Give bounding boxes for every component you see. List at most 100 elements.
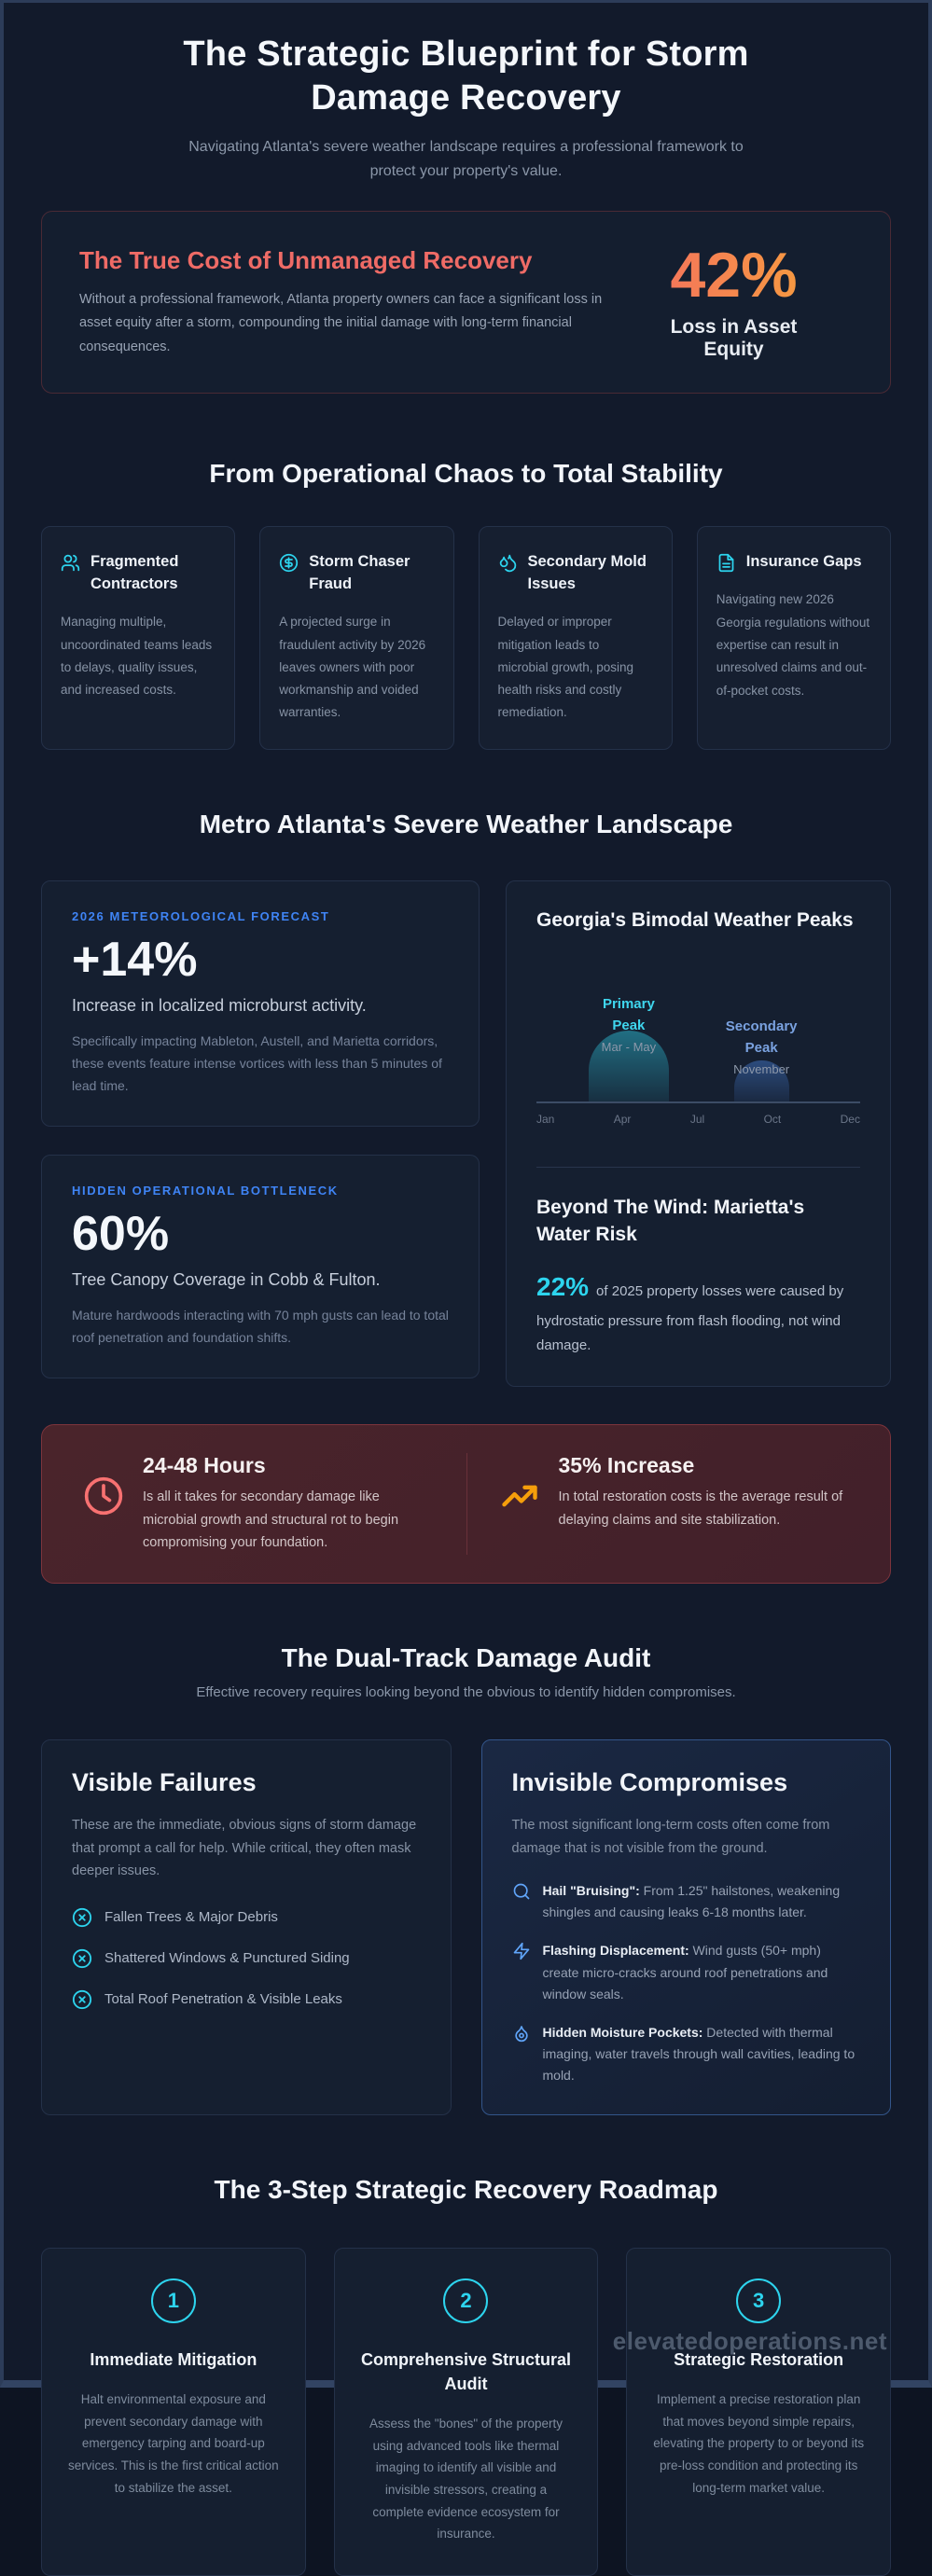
urgency-alert-banner: 24-48 Hours Is all it takes for secondar… [41, 1424, 891, 1584]
list-item: Flashing Displacement: Wind gusts (50+ m… [512, 1940, 861, 2004]
step-title: Comprehensive Structural Audit [360, 2349, 572, 2394]
primary-peak-area [588, 1030, 670, 1101]
bottleneck-desc: Tree Canopy Coverage in Cobb & Fulton. [72, 1270, 381, 1290]
bottleneck-card: HIDDEN OPERATIONAL BOTTLENECK 60% Tree C… [41, 1154, 480, 1378]
audit-grid: Visible Failures These are the immediate… [41, 1738, 891, 2115]
true-cost-body: Without a professional framework, Atlant… [79, 291, 603, 354]
circle-dollar-icon [280, 554, 299, 573]
forecast-card: 2026 METEOROLOGICAL FORECAST +14% Increa… [41, 879, 480, 1127]
clock-icon [84, 1476, 123, 1516]
step-body: Halt environmental exposure and prevent … [68, 2392, 279, 2495]
step-number-badge: 1 [150, 2278, 196, 2323]
forecast-desc: Increase in localized microburst activit… [72, 996, 367, 1016]
weather-heading: Metro Atlanta's Severe Weather Landscape [199, 809, 733, 838]
chaos-card-secondary-mold: Secondary Mold Issues Delayed or imprope… [478, 526, 673, 750]
water-risk-block: Beyond The Wind: Marietta's Water Risk 2… [536, 1194, 860, 1358]
chaos-card-header: Storm Chaser Fraud [279, 551, 434, 596]
chaos-card-title: Storm Chaser Fraud [309, 553, 410, 593]
invisible-item-rest: From 1.25" hailstones, weakening shingle… [542, 1883, 841, 1920]
circle-x-icon [72, 1907, 92, 1927]
weather-left-column: 2026 METEOROLOGICAL FORECAST +14% Increa… [41, 879, 480, 1387]
secondary-peak-label: Secondary Peak November [717, 1017, 805, 1079]
visible-failures-title: Visible Failures [72, 1767, 257, 1796]
infographic-page: The Strategic Blueprint for Storm Damage… [4, 3, 928, 2576]
page-subtitle: Navigating Atlanta's severe weather land… [188, 139, 744, 179]
alert-right-cell: 35% Increase In total restoration costs … [466, 1453, 882, 1555]
secondary-peak-area [733, 1059, 789, 1101]
alert-left-body: Is all it takes for secondary damage lik… [143, 1489, 399, 1551]
circle-x-icon [72, 1948, 92, 1968]
true-cost-card: The True Cost of Unmanaged Recovery With… [41, 211, 891, 395]
step-card-immediate-mitigation: 1 Immediate Mitigation Halt environmenta… [41, 2247, 306, 2576]
chaos-card-storm-chaser-fraud: Storm Chaser Fraud A projected surge in … [259, 526, 454, 750]
list-item: Fallen Trees & Major Debris [72, 1907, 421, 1928]
true-cost-stat: 42% Loss in Asset Equity [639, 243, 853, 361]
primary-peak-line1: Primary [602, 996, 655, 1013]
invisible-item-lead: Flashing Displacement: [542, 1943, 689, 1959]
visible-item-text: Shattered Windows & Punctured Siding [104, 1950, 350, 1967]
step-card-structural-audit: 2 Comprehensive Structural Audit Assess … [333, 2247, 599, 2576]
step-number-badge: 2 [443, 2278, 489, 2323]
visible-item-text: Total Roof Penetration & Visible Leaks [104, 1991, 342, 2008]
visible-failures-intro: These are the immediate, obvious signs o… [72, 1817, 417, 1879]
chart-x-axis: Jan Apr Jul Oct Dec [536, 1113, 860, 1126]
chaos-card-title: Fragmented Contractors [90, 553, 179, 593]
alert-left-text: 24-48 Hours Is all it takes for secondar… [143, 1453, 435, 1555]
circle-x-icon [72, 1989, 92, 2009]
step-body: Assess the "bones" of the property using… [369, 2417, 563, 2541]
chaos-card-body: Managing multiple, uncoordinated teams l… [61, 615, 213, 698]
hero-section: The Strategic Blueprint for Storm Damage… [41, 3, 891, 183]
invisible-item-text: Hidden Moisture Pockets: Detected with t… [543, 2022, 861, 2086]
forecast-detail: Specifically impacting Mableton, Austell… [72, 1033, 442, 1093]
forecast-label: 2026 METEOROLOGICAL FORECAST [72, 908, 330, 923]
roadmap-grid: 1 Immediate Mitigation Halt environmenta… [41, 2247, 891, 2576]
invisible-item-text: Hail "Bruising": From 1.25" hailstones, … [543, 1880, 861, 1923]
secondary-peak-line2: Peak [744, 1039, 778, 1056]
roadmap-heading: The 3-Step Strategic Recovery Roadmap [214, 2174, 718, 2204]
invisible-compromises-intro: The most significant long-term costs oft… [511, 1817, 830, 1856]
zap-icon [513, 1943, 529, 1960]
forecast-value: +14% [72, 932, 198, 987]
list-item: Total Roof Penetration & Visible Leaks [72, 1989, 421, 2010]
bimodal-peaks-chart: Primary Peak Mar - May Secondary Peak No… [536, 971, 860, 1103]
droplets-icon [499, 555, 516, 573]
chaos-card-title: Secondary Mold Issues [527, 553, 647, 593]
x-tick: Jul [689, 1112, 705, 1126]
alert-right-body: In total restoration costs is the averag… [558, 1489, 843, 1528]
x-tick: Apr [613, 1112, 632, 1126]
x-tick: Dec [840, 1112, 860, 1126]
primary-peak-label: Primary Peak Mar - May [578, 994, 679, 1057]
step-number-badge: 3 [736, 2278, 782, 2323]
stat-42-label: Loss in Asset Equity [670, 316, 798, 361]
secondary-peak-line1: Secondary [725, 1018, 798, 1035]
step-title: Strategic Restoration [674, 2349, 844, 2369]
primary-peak-period: Mar - May [601, 1040, 657, 1055]
step-title: Immediate Mitigation [90, 2349, 257, 2369]
audit-heading: The Dual-Track Damage Audit [281, 1642, 651, 1672]
secondary-peak-period: November [733, 1062, 790, 1077]
chart-title: Georgia's Bimodal Weather Peaks [536, 908, 854, 931]
x-tick: Jan [536, 1112, 555, 1126]
alert-left-cell: 24-48 Hours Is all it takes for secondar… [51, 1453, 466, 1555]
visible-item-text: Fallen Trees & Major Debris [104, 1909, 278, 1926]
bottleneck-detail: Mature hardwoods interacting with 70 mph… [72, 1308, 449, 1346]
step-body: Implement a precise restoration plan tha… [653, 2392, 865, 2495]
bottleneck-value: 60% [72, 1206, 170, 1261]
weather-grid: 2026 METEOROLOGICAL FORECAST +14% Increa… [41, 879, 891, 1388]
file-text-icon [718, 554, 734, 573]
true-cost-text: The True Cost of Unmanaged Recovery With… [79, 246, 611, 359]
invisible-item-rest: Wind gusts (50+ mph) create micro-cracks… [542, 1943, 828, 2001]
users-icon [61, 555, 80, 572]
alert-left-title: 24-48 Hours [143, 1453, 266, 1478]
alert-right-title: 35% Increase [558, 1453, 695, 1478]
chaos-card-fragmented-contractors: Fragmented Contractors Managing multiple… [41, 526, 236, 750]
chaos-card-grid: Fragmented Contractors Managing multiple… [41, 526, 891, 750]
primary-peak-line2: Peak [612, 1017, 646, 1033]
x-tick: Oct [763, 1112, 782, 1126]
chaos-card-header: Insurance Gaps [716, 551, 871, 574]
stat-42-percent: 42% [639, 243, 828, 307]
step-card-strategic-restoration: 3 Strategic Restoration Implement a prec… [626, 2247, 891, 2576]
search-icon [513, 1883, 529, 1900]
chart-divider [536, 1166, 860, 1168]
list-item: Hidden Moisture Pockets: Detected with t… [512, 2022, 861, 2086]
